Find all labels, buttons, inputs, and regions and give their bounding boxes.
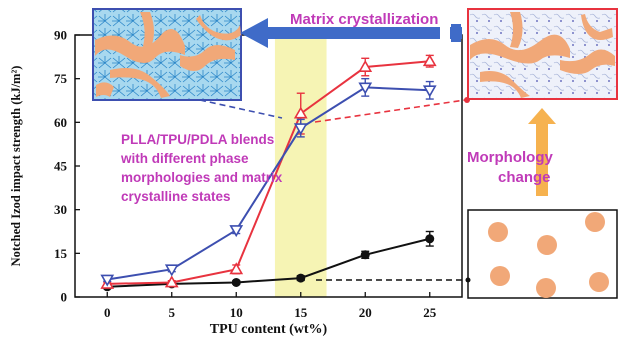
data-point <box>293 123 308 136</box>
blend-line-2: with different phase <box>120 151 249 166</box>
data-point <box>229 262 244 275</box>
x-tick-label: 10 <box>230 305 243 320</box>
amorphous-morphology-inset <box>467 8 618 100</box>
x-tick-label: 0 <box>104 305 111 320</box>
highlight-band <box>274 35 327 297</box>
data-point <box>164 275 179 288</box>
blend-line-1: PLLA/TPU/PDLA blends <box>121 132 274 147</box>
data-point <box>293 106 308 119</box>
x-axis-title: TPU content (wt%) <box>210 322 328 337</box>
data-point <box>358 59 373 72</box>
blue-connector <box>199 99 283 119</box>
y-tick-label: 30 <box>54 202 67 217</box>
data-point <box>422 85 437 98</box>
blend-description: PLLA/TPU/PDLA blends with different phas… <box>120 132 283 204</box>
matrix-crystallization-label: Matrix crystallization <box>290 11 438 28</box>
y-tick-label: 60 <box>54 115 67 130</box>
data-point <box>229 225 244 238</box>
data-point <box>231 277 241 287</box>
data-point <box>425 234 435 244</box>
data-point <box>100 274 115 287</box>
x-tick-label: 25 <box>423 305 437 320</box>
y-tick-label: 45 <box>54 159 68 174</box>
data-point <box>422 54 437 67</box>
y-axis-title: Notched Izod impact strength (kJ/m²) <box>9 66 23 267</box>
connectors <box>199 99 466 281</box>
data-point <box>358 82 373 95</box>
data-point <box>296 273 306 283</box>
sea-island-morphology-inset <box>467 209 618 299</box>
y-tick-label: 90 <box>54 28 67 43</box>
y-tick-label: 75 <box>54 71 68 86</box>
data-point <box>360 250 370 260</box>
y-tick-label: 15 <box>54 246 68 261</box>
morphology-change-label-1: Morphology <box>467 149 553 166</box>
y-tick-label: 0 <box>61 290 68 305</box>
series-line-1 <box>107 60 430 285</box>
blend-line-4: crystalline states <box>121 189 231 204</box>
morphology-change-arrow: Morphology change <box>467 108 556 196</box>
red-connector <box>314 99 466 123</box>
series-line-2 <box>107 86 430 281</box>
x-tick-label: 20 <box>359 305 372 320</box>
x-tick-label: 5 <box>169 305 176 320</box>
morphology-change-label-2: change <box>498 169 551 186</box>
matrix-crystallization-arrow: Matrix crystallization <box>240 11 462 48</box>
black-connector-dot <box>465 277 471 283</box>
blend-line-3: morphologies and matrix <box>121 170 283 185</box>
series-line-0 <box>107 237 430 288</box>
data-point <box>164 264 179 277</box>
x-tick-label: 15 <box>294 305 308 320</box>
red-connector-dot <box>464 97 470 103</box>
crystallized-morphology-inset <box>92 8 242 101</box>
